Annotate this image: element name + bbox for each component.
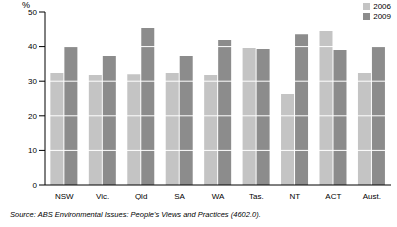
svg-text:Aust.: Aust. [363, 192, 381, 200]
svg-text:SA: SA [174, 192, 185, 200]
svg-text:NT: NT [290, 192, 301, 200]
svg-text:ACT: ACT [325, 192, 341, 200]
svg-text:NSW: NSW [55, 192, 74, 200]
svg-text:0: 0 [33, 181, 38, 190]
html-text:Source: ABS Environmental Issu: Source: ABS Environmental Issues: People… [10, 210, 261, 219]
svg-text:Tas.: Tas. [249, 192, 264, 200]
svg-text:50: 50 [28, 8, 37, 17]
svg-text:40: 40 [28, 42, 37, 51]
svg-text:Qld: Qld [135, 192, 147, 200]
svg-text:30: 30 [28, 77, 37, 86]
svg-text:10: 10 [28, 146, 37, 155]
svg-text:20: 20 [28, 112, 37, 121]
svg-text:Vic.: Vic. [96, 192, 109, 200]
html-text:2009: 2009 [373, 12, 391, 21]
svg-text:WA: WA [212, 192, 225, 200]
html-text:2006: 2006 [373, 2, 391, 11]
